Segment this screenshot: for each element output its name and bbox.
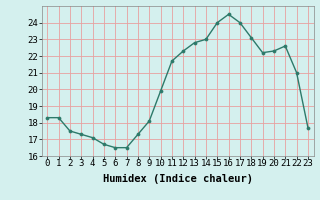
X-axis label: Humidex (Indice chaleur): Humidex (Indice chaleur) [103, 174, 252, 184]
